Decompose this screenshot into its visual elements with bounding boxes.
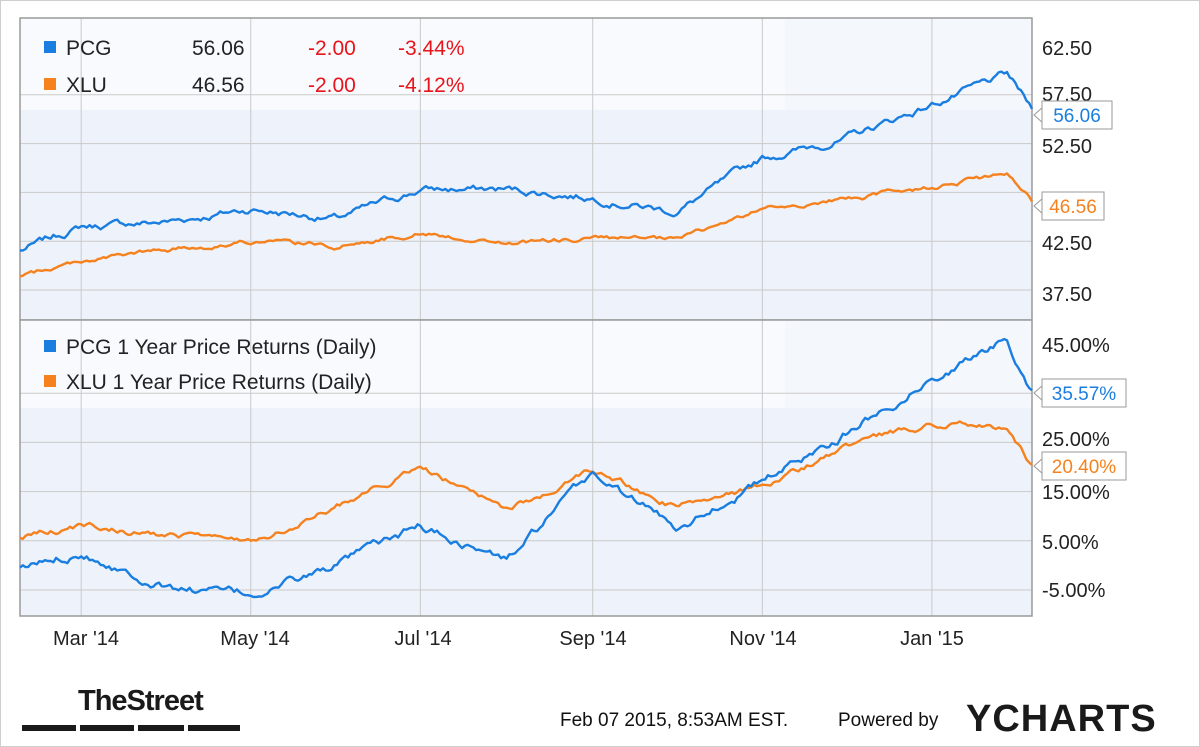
x-tick-label: Sep '14 xyxy=(559,628,626,650)
xlu-legend-pct: -4.12% xyxy=(398,74,465,97)
x-tick-label: Mar '14 xyxy=(53,628,119,650)
xlu-returns-line xyxy=(19,420,1033,542)
xlu-returns-end-label: 20.40% xyxy=(1033,451,1127,481)
price-y-tick: 62.50 xyxy=(1042,38,1092,60)
returns-legend: PCG 1 Year Price Returns (Daily) XLU 1 Y… xyxy=(44,336,376,394)
xlu-returns-end-value: 20.40% xyxy=(1052,457,1117,478)
pcg-price-line xyxy=(19,70,1034,252)
xlu-legend-name: XLU xyxy=(66,74,107,97)
pcg-legend-pct: -3.44% xyxy=(398,37,465,60)
xlu-price-end-label: 46.56 xyxy=(1033,191,1105,221)
pcg-returns-end-value: 35.57% xyxy=(1052,384,1117,405)
returns-y-tick: 25.00% xyxy=(1042,429,1110,451)
pcg-legend-name: PCG xyxy=(66,37,112,60)
pcg-returns-legend-name: PCG 1 Year Price Returns (Daily) xyxy=(66,336,376,359)
price-y-tick: 37.50 xyxy=(1042,284,1092,306)
pcg-price-end-value: 56.06 xyxy=(1053,106,1101,127)
returns-y-tick: 5.00% xyxy=(1042,532,1099,554)
pcg-legend-change: -2.00 xyxy=(308,37,356,60)
pcg-returns-line xyxy=(19,337,1033,599)
returns-y-tick: 45.00% xyxy=(1042,335,1110,357)
pcg-returns-legend-swatch xyxy=(44,340,56,352)
pcg-legend-swatch xyxy=(44,41,56,53)
series-layer xyxy=(19,70,1034,599)
xlu-legend-value: 46.56 xyxy=(192,74,245,97)
timestamp: Feb 07 2015, 8:53AM EST. xyxy=(560,710,788,731)
x-tick-label: Nov '14 xyxy=(729,628,796,650)
thestreet-logo: TheStreet xyxy=(22,685,240,731)
price-y-tick: 42.50 xyxy=(1042,233,1092,255)
returns-panel xyxy=(19,319,1033,617)
thestreet-logo-text: TheStreet xyxy=(78,685,204,717)
price-panel xyxy=(19,17,1033,321)
ycharts-logo[interactable]: YCHARTS xyxy=(966,698,1157,740)
pcg-legend-value: 56.06 xyxy=(192,37,245,60)
x-tick-label: Jul '14 xyxy=(394,628,451,650)
pcg-returns-end-label: 35.57% xyxy=(1033,378,1127,408)
returns-y-axis: 45.00% 25.00% 15.00% 5.00% -5.00% xyxy=(1042,335,1110,602)
returns-y-tick: 15.00% xyxy=(1042,482,1110,504)
xlu-legend-swatch xyxy=(44,78,56,90)
price-vertical-gridlines xyxy=(80,18,933,320)
x-tick-label: May '14 xyxy=(220,628,289,650)
pcg-price-end-label: 56.06 xyxy=(1033,100,1113,130)
xlu-price-line xyxy=(19,172,1034,278)
returns-y-tick: -5.00% xyxy=(1042,580,1106,602)
xlu-returns-legend-swatch xyxy=(44,375,56,387)
xlu-price-end-value: 46.56 xyxy=(1049,197,1097,218)
price-legend: PCG 56.06 -2.00 -3.44% XLU 46.56 -2.00 -… xyxy=(44,37,465,97)
xlu-returns-legend-name: XLU 1 Year Price Returns (Daily) xyxy=(66,371,372,394)
powered-by-label: Powered by xyxy=(838,710,939,731)
price-y-tick: 52.50 xyxy=(1042,136,1092,158)
x-axis: Mar '14 May '14 Jul '14 Sep '14 Nov '14 … xyxy=(53,628,964,650)
ycharts-logo-text: YCHARTS xyxy=(966,698,1157,740)
xlu-legend-change: -2.00 xyxy=(308,74,356,97)
x-tick-label: Jan '15 xyxy=(900,628,964,650)
